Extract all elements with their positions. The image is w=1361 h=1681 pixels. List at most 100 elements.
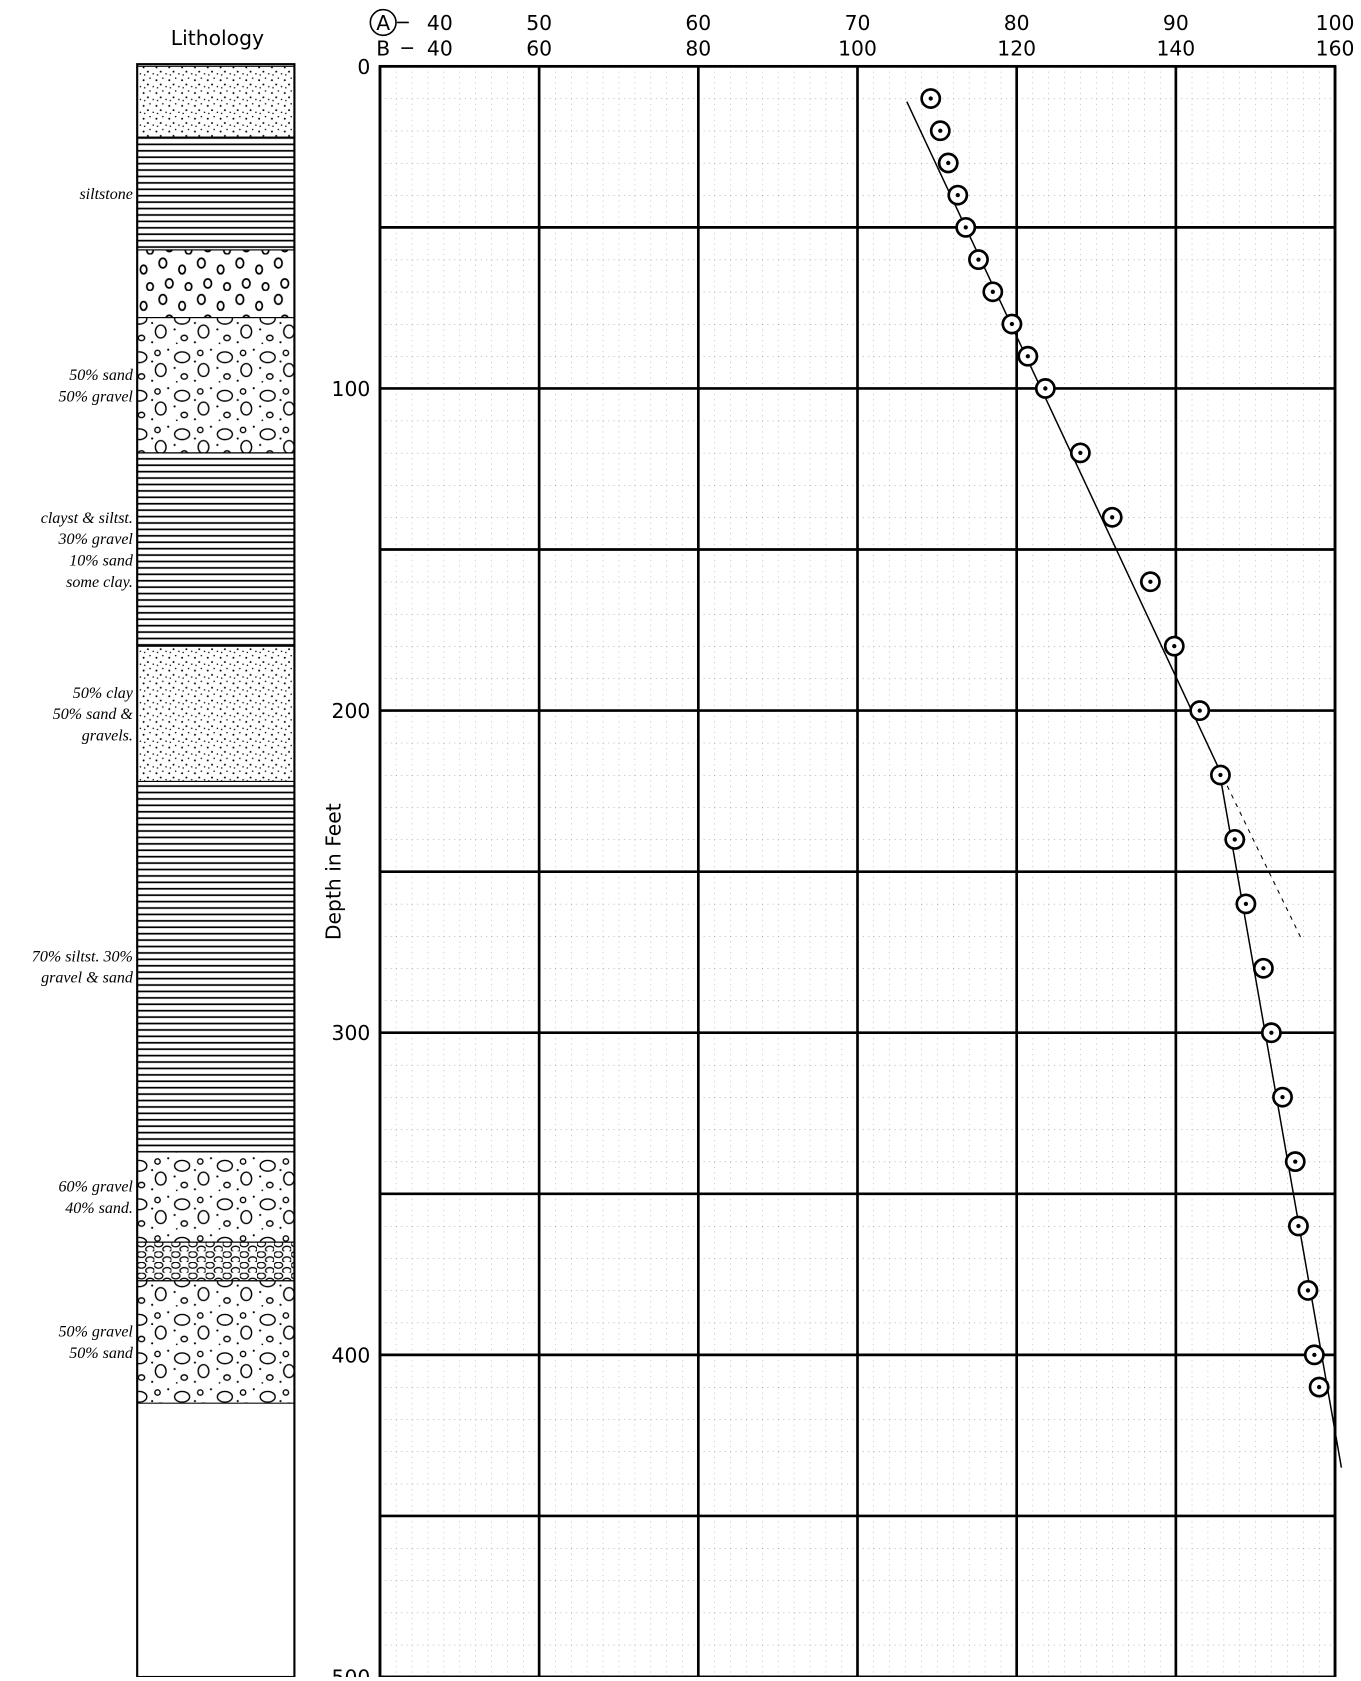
x-tick-label: 50	[526, 11, 552, 35]
lithology-label: clayst & siltst.	[41, 510, 133, 527]
point-dot	[1198, 708, 1202, 712]
data-point	[1071, 444, 1089, 462]
lithology-title: Lithology	[171, 26, 264, 50]
x2-tick-label: 60	[526, 37, 552, 61]
point-dot	[1010, 322, 1014, 326]
data-point	[1299, 1281, 1317, 1299]
point-dot	[938, 129, 942, 133]
chart: Lithology 010020030040050040506070809010…	[0, 0, 1361, 1677]
point-dot	[1280, 1095, 1284, 1099]
point-dot	[976, 257, 980, 261]
point-dot	[1233, 837, 1237, 841]
data-point	[1165, 637, 1183, 655]
lithology-label: 60% gravel	[59, 1179, 134, 1196]
x2-tick-label: 120	[997, 37, 1036, 61]
data-point	[1036, 379, 1054, 397]
data-point	[1262, 1024, 1280, 1042]
lithology-label: 50% sand	[69, 367, 134, 384]
data-point	[1191, 701, 1209, 719]
point-dot	[1261, 966, 1265, 970]
y-tick-label: 200	[332, 699, 371, 723]
data-point	[1103, 508, 1121, 526]
lithology-layer	[137, 66, 294, 137]
data-point	[1141, 573, 1159, 591]
lithology-label: 30% gravel	[58, 531, 134, 548]
data-point	[1273, 1088, 1291, 1106]
x-tick-label: 100	[1316, 11, 1355, 35]
point-dot	[1312, 1353, 1316, 1357]
data-point	[1289, 1217, 1307, 1235]
point-dot	[1306, 1288, 1310, 1292]
point-dot	[929, 96, 933, 100]
lithology-label: 50% sand &	[53, 706, 134, 723]
lithology-label: siltstone	[79, 186, 132, 203]
lithology-label: gravel & sand	[41, 970, 134, 987]
point-dot	[1078, 451, 1082, 455]
y-tick-label: 100	[332, 377, 371, 401]
data-point	[1226, 830, 1244, 848]
data-point	[969, 251, 987, 269]
lithology-label: 70% siltst. 30%	[32, 948, 133, 965]
data-point	[1305, 1346, 1323, 1364]
point-dot	[1026, 354, 1030, 358]
point-dot	[1293, 1159, 1297, 1163]
x-tick-label: 70	[845, 11, 871, 35]
x-tick-label: 80	[1004, 11, 1030, 35]
x-tick-label: 90	[1163, 11, 1189, 35]
data-point	[1211, 766, 1229, 784]
lithology-label: 50% gravel	[59, 1324, 134, 1341]
lithology-label: 50% clay	[73, 685, 134, 702]
x2-tick-label: 140	[1156, 37, 1195, 61]
data-point	[1286, 1152, 1304, 1170]
data-point	[984, 283, 1002, 301]
data-point	[949, 186, 967, 204]
x-tick-label: 60	[685, 11, 711, 35]
lithology-label: 40% sand.	[65, 1200, 133, 1217]
point-dot	[1317, 1385, 1321, 1389]
lithology-layer	[137, 1281, 294, 1403]
x2-tick-label: 160	[1316, 37, 1355, 61]
lithology-layer	[137, 781, 294, 1151]
point-dot	[1110, 515, 1114, 519]
lithology-label: 50% gravel	[59, 388, 134, 405]
y-tick-label: 300	[332, 1021, 371, 1045]
data-point	[922, 89, 940, 107]
lithology-layer	[137, 453, 294, 646]
lithology-layer	[137, 137, 294, 250]
point-dot	[1296, 1224, 1300, 1228]
x2-tick-label: 100	[838, 37, 877, 61]
y-tick-label: 0	[357, 55, 370, 79]
data-point	[957, 218, 975, 236]
lithology-label: 10% sand	[69, 553, 134, 570]
x2-tick-label: 40	[427, 37, 453, 61]
point-dot	[946, 161, 950, 165]
data-point	[1003, 315, 1021, 333]
point-dot	[1269, 1031, 1273, 1035]
point-dot	[991, 290, 995, 294]
point-dot	[1148, 580, 1152, 584]
data-point	[1254, 959, 1272, 977]
data-point	[931, 122, 949, 140]
lithology-layer	[137, 1152, 294, 1242]
data-point	[1237, 895, 1255, 913]
x-tick-label: 40	[427, 11, 453, 35]
data-point	[939, 154, 957, 172]
lithology-layer	[137, 646, 294, 781]
point-dot	[1218, 773, 1222, 777]
lithology-layer	[137, 1242, 294, 1281]
x-axis-label: A	[376, 11, 390, 35]
lithology-label: gravels.	[82, 728, 133, 745]
point-dot	[1244, 902, 1248, 906]
lithology-layer	[137, 318, 294, 453]
page: {"chart_data":{"type":"scatter","x_label…	[0, 0, 1361, 1677]
lithology-label: some clay.	[66, 574, 133, 591]
y-tick-label: 400	[332, 1343, 371, 1367]
point-dot	[964, 225, 968, 229]
x2-tick-label: 80	[685, 37, 711, 61]
lithology-label: 50% sand	[69, 1345, 134, 1362]
point-dot	[956, 193, 960, 197]
lithology-layer	[137, 250, 294, 318]
x2-axis-label: B	[376, 37, 390, 61]
data-point	[1310, 1378, 1328, 1396]
point-dot	[1172, 644, 1176, 648]
